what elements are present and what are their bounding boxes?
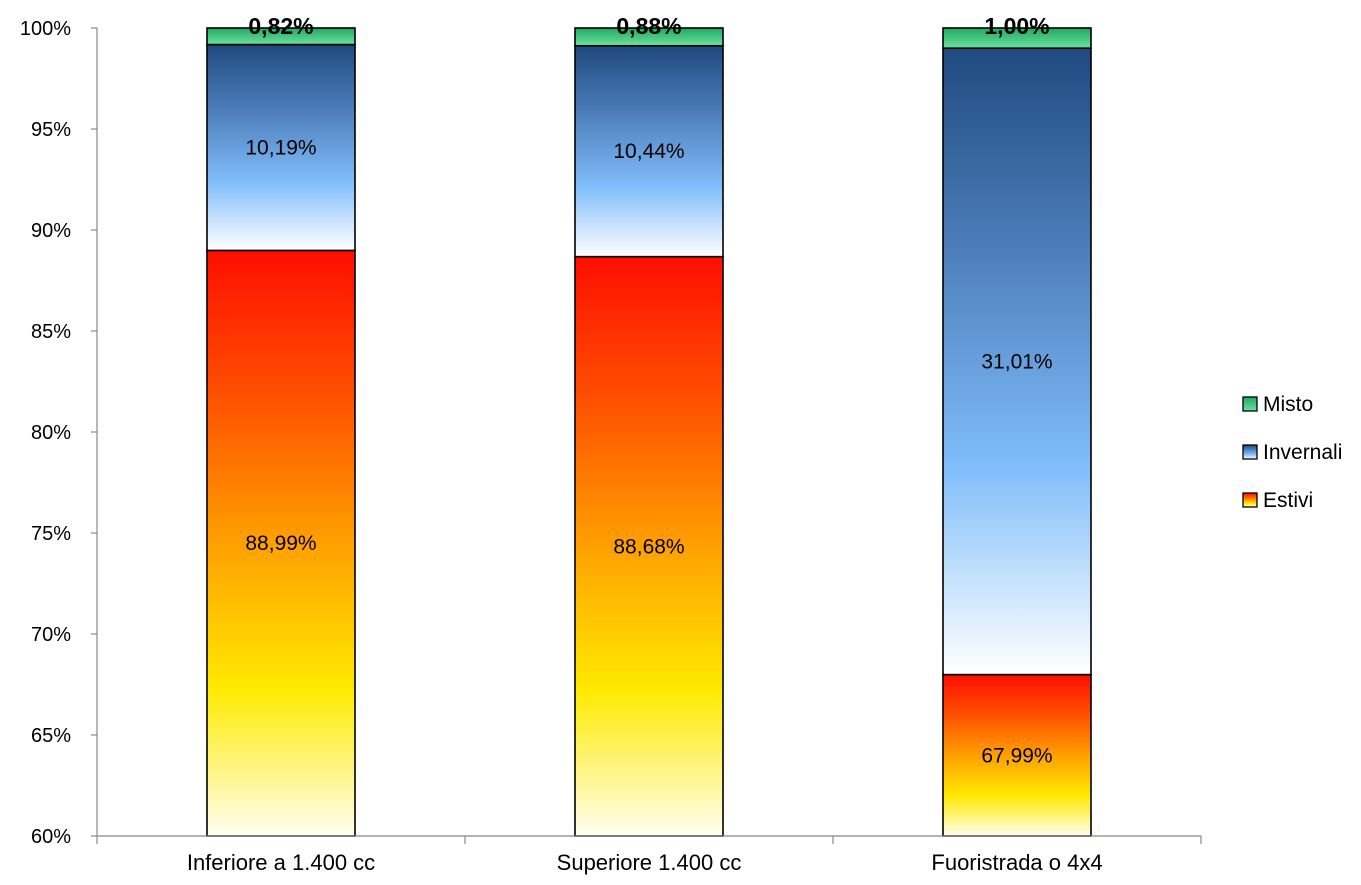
bar-estivi-fuoristrada-o-4x4 <box>942 673 1092 837</box>
legend-swatch-invernali <box>1242 444 1258 460</box>
data-label-misto-inferiore-a-1-400-cc: 0,82% <box>248 13 313 39</box>
y-tick-label-70: 70% <box>31 624 71 646</box>
data-label-misto-superiore-1-400-cc: 0,88% <box>616 13 681 39</box>
bar-estivi-inferiore-a-1-400-cc <box>206 249 356 837</box>
y-tick-label-80: 80% <box>31 422 71 444</box>
y-tick-label-75: 75% <box>31 523 71 545</box>
y-tick-label-95: 95% <box>31 119 71 141</box>
data-label-estivi-superiore-1-400-cc: 88,68% <box>613 535 684 558</box>
legend-label-invernali: Invernali <box>1263 441 1342 464</box>
data-label-estivi-fuoristrada-o-4x4: 67,99% <box>981 744 1052 767</box>
bar-invernali-inferiore-a-1-400-cc <box>206 43 356 252</box>
labels-layer: 88,99% 10,19% 0,82% Inferiore a 1.400 cc 88,… <box>187 13 1103 875</box>
axes-layer: 60% 65% 70% 75% 80% 85% 90% 95% 100% <box>20 18 1202 848</box>
bar-misto-inferiore-a-1-400-cc <box>206 27 356 46</box>
bars-layer <box>206 27 1092 837</box>
data-label-invernali-superiore-1-400-cc: 10,44% <box>613 140 684 163</box>
legend-swatch-estivi <box>1242 492 1258 508</box>
bar-estivi-superiore-1-400-cc <box>574 255 724 837</box>
x-tick-label-fuoristrada-o-4x4: Fuoristrada o 4x4 <box>931 850 1102 875</box>
x-tick-label-superiore-1-400-cc: Superiore 1.400 cc <box>557 850 742 875</box>
y-tick-label-85: 85% <box>31 321 71 343</box>
y-tick-label-65: 65% <box>31 725 71 747</box>
y-tick-label-100: 100% <box>20 18 71 40</box>
y-tick-label-90: 90% <box>31 220 71 242</box>
data-label-misto-fuoristrada-o-4x4: 1,00% <box>984 13 1049 39</box>
data-label-estivi-inferiore-a-1-400-cc: 88,99% <box>245 532 316 555</box>
legend-label-estivi: Estivi <box>1263 489 1313 512</box>
data-label-invernali-inferiore-a-1-400-cc: 10,19% <box>245 136 316 159</box>
bar-misto-superiore-1-400-cc <box>574 27 724 47</box>
bar-misto-fuoristrada-o-4x4 <box>942 27 1092 50</box>
legend: Misto Invernali Estivi <box>1242 393 1342 512</box>
y-tick-label-60: 60% <box>31 826 71 848</box>
x-tick-label-inferiore-a-1-400-cc: Inferiore a 1.400 cc <box>187 850 375 875</box>
bar-invernali-superiore-1-400-cc <box>574 44 724 258</box>
bar-invernali-fuoristrada-o-4x4 <box>942 47 1092 676</box>
data-label-invernali-fuoristrada-o-4x4: 31,01% <box>981 350 1052 373</box>
legend-swatch-misto <box>1242 396 1258 412</box>
legend-label-misto: Misto <box>1263 393 1313 416</box>
